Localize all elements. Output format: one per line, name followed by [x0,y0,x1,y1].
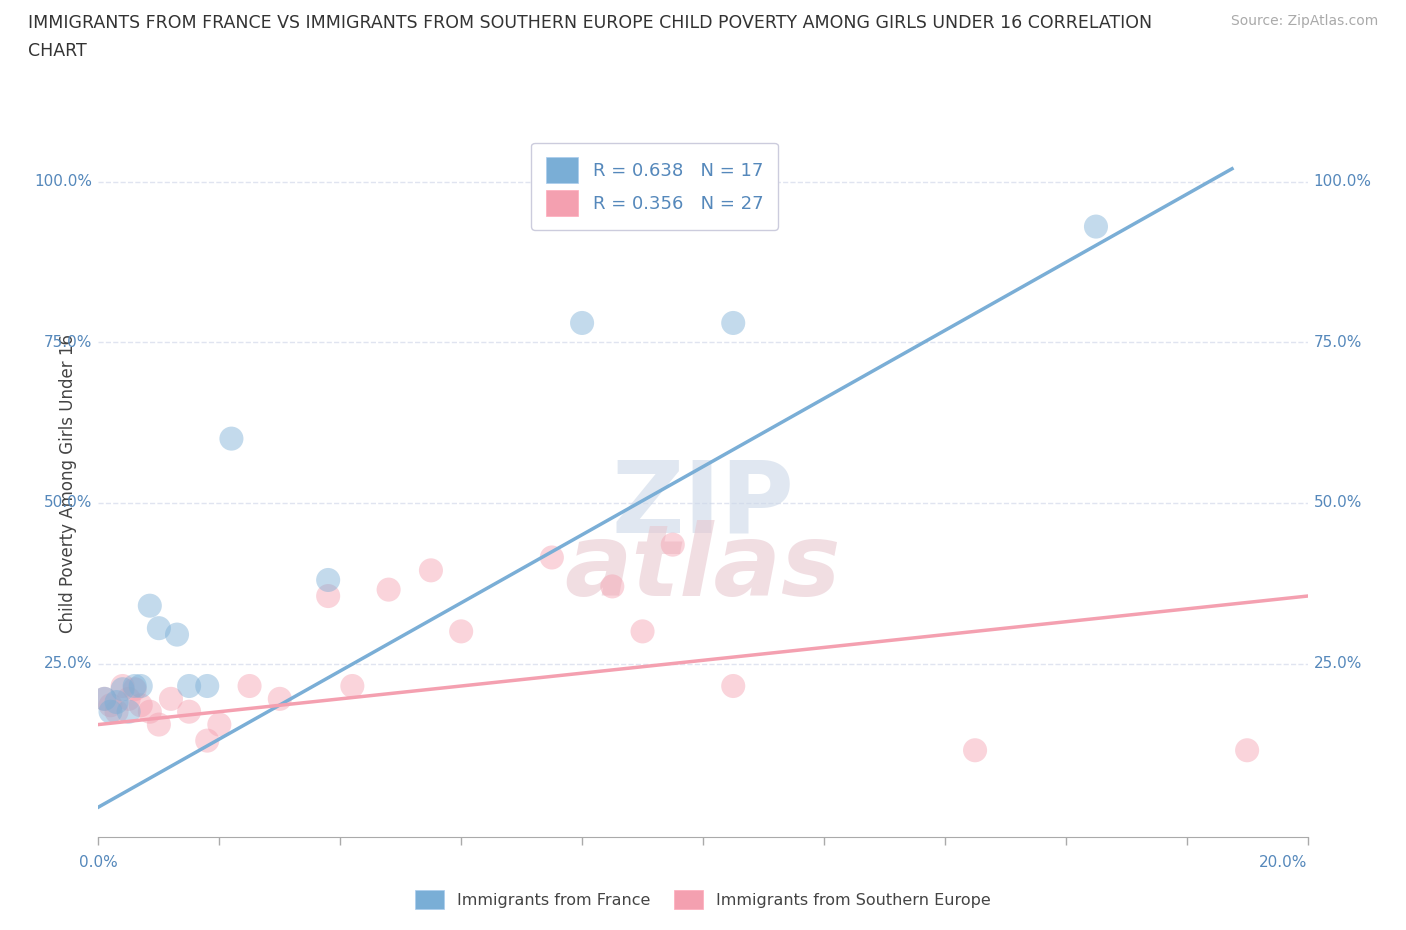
Point [148,620,170,635]
Point [342,679,364,694]
Point [602,579,624,594]
Text: 100.0%: 100.0% [34,174,93,189]
Y-axis label: Child Poverty Among Girls Under 16: Child Poverty Among Girls Under 16 [59,334,77,633]
Point [721,315,744,330]
Text: 50.0%: 50.0% [44,496,93,511]
Point [965,743,987,758]
Text: 25.0%: 25.0% [44,656,93,671]
Text: IMMIGRANTS FROM FRANCE VS IMMIGRANTS FROM SOUTHERN EUROPE CHILD POVERTY AMONG GI: IMMIGRANTS FROM FRANCE VS IMMIGRANTS FRO… [28,14,1153,32]
Point [316,573,339,588]
Point [177,704,201,719]
Point [105,704,128,719]
Point [148,717,170,732]
Point [93,691,115,706]
Point [129,679,152,694]
Point [118,691,141,706]
Point [139,598,162,613]
Point [100,698,122,712]
Point [93,691,115,706]
Point [195,733,218,748]
Point [1236,743,1258,758]
Text: 25.0%: 25.0% [1313,656,1362,671]
Text: 75.0%: 75.0% [44,335,93,350]
Point [377,582,399,597]
Point [100,704,122,719]
Point [419,563,441,578]
Point [450,624,472,639]
Point [111,682,134,697]
Point [139,704,162,719]
Text: 50.0%: 50.0% [1313,496,1362,511]
Text: 100.0%: 100.0% [1313,174,1372,189]
Point [160,691,183,706]
Text: 20.0%: 20.0% [1260,855,1308,870]
Point [269,691,291,706]
Text: atlas: atlas [565,520,841,617]
Point [208,717,231,732]
Point [540,550,562,565]
Point [111,679,134,694]
Point [177,679,201,694]
Point [195,679,218,694]
Point [239,679,262,694]
Point [1085,219,1108,234]
Point [118,704,141,719]
Legend: R = 0.638   N = 17, R = 0.356   N = 27: R = 0.638 N = 17, R = 0.356 N = 27 [531,143,778,230]
Text: CHART: CHART [28,42,87,60]
Point [221,432,243,446]
Point [124,679,146,694]
Text: 0.0%: 0.0% [79,855,118,870]
Point [166,627,188,642]
Text: 75.0%: 75.0% [1313,335,1362,350]
Point [316,589,339,604]
Point [105,695,128,710]
Point [631,624,654,639]
Point [129,698,152,712]
Legend: Immigrants from France, Immigrants from Southern Europe: Immigrants from France, Immigrants from … [408,882,998,917]
Point [124,682,146,697]
Point [661,538,683,552]
Text: ZIP: ZIP [612,457,794,553]
Point [571,315,593,330]
Text: Source: ZipAtlas.com: Source: ZipAtlas.com [1230,14,1378,28]
Point [721,679,744,694]
